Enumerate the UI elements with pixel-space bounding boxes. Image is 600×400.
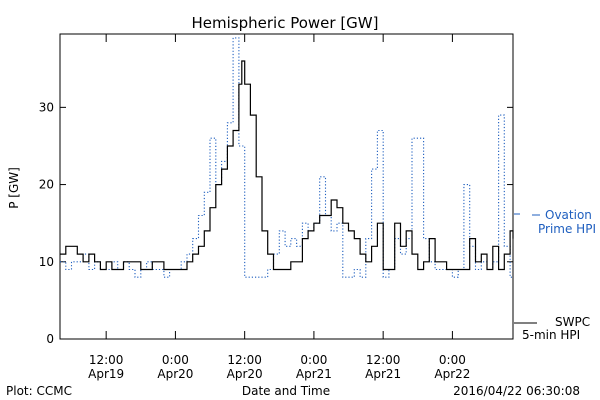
legend-swpc-label-2: 5-min HPI <box>522 328 580 342</box>
series-line-swpc-5min-hpi <box>60 60 514 271</box>
x-tick-time: 12:00 <box>227 353 262 367</box>
x-tick-date: Apr22 <box>434 367 470 381</box>
legend-swpc: SWPC 5-min HPI <box>514 315 590 342</box>
y-tick-label: 30 <box>39 100 54 114</box>
x-tick-date: Apr20 <box>157 367 193 381</box>
plot-timestamp: 2016/04/22 06:30:08 <box>453 384 580 398</box>
x-tick-date: Apr21 <box>296 367 332 381</box>
legend-ovation: Ovation Prime HPI <box>514 208 596 236</box>
x-tick-time: 12:00 <box>366 353 401 367</box>
y-tick-label: 20 <box>39 178 54 192</box>
x-tick-date: Apr21 <box>365 367 401 381</box>
chart-title: Hemispheric Power [GW] <box>192 14 379 32</box>
x-tick-time: 0:00 <box>300 353 327 367</box>
legend-swpc-label: SWPC <box>555 315 590 329</box>
x-tick-time: 0:00 <box>439 353 466 367</box>
series-layer <box>60 37 514 278</box>
y-axis-label: P [GW] <box>7 167 21 209</box>
y-tick-label: 10 <box>39 255 54 269</box>
legend-ovation-label-2: Prime HPI <box>538 222 596 236</box>
plot-credit: Plot: CCMC <box>6 384 72 398</box>
y-axis-ticks: 0 10 20 30 <box>39 100 513 346</box>
x-tick-time: 12:00 <box>89 353 124 367</box>
x-tick-date: Apr20 <box>227 367 263 381</box>
x-tick-date: Apr19 <box>88 367 124 381</box>
x-axis-ticks: 12:00Apr190:00Apr2012:00Apr200:00Apr2112… <box>88 34 470 381</box>
x-axis-label: Date and Time <box>242 384 330 398</box>
series-line-ovation-prime-hpi <box>60 37 513 278</box>
x-tick-time: 0:00 <box>162 353 189 367</box>
legend-ovation-label: Ovation <box>545 208 592 222</box>
y-tick-label: 0 <box>46 332 54 346</box>
plot-frame <box>59 33 514 340</box>
